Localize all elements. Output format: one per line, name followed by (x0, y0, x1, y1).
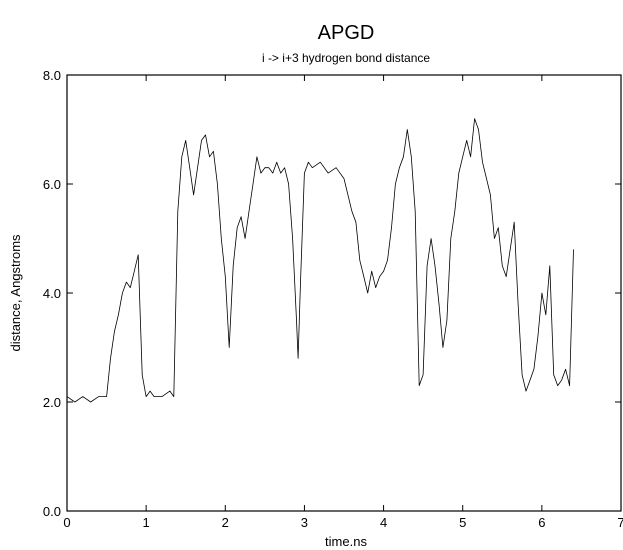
x-tick-label: 3 (301, 515, 308, 530)
x-tick-label: 0 (63, 515, 70, 530)
x-tick-label: 4 (380, 515, 387, 530)
y-tick-label: 8.0 (43, 68, 61, 83)
plot-frame (66, 74, 622, 512)
x-tick-label: 6 (538, 515, 545, 530)
tick-marks (66, 74, 622, 512)
y-tick-label: 2.0 (43, 395, 61, 410)
x-tick-label: 7 (617, 515, 623, 530)
distance-series-line (66, 118, 574, 403)
tick-labels: 0 1 2 3 4 5 6 7 0.0 2.0 4.0 6.0 8.0 (43, 68, 623, 530)
chart-subtitle: i -> i+3 hydrogen bond distance (262, 51, 430, 65)
x-axis-label: time.ns (325, 534, 367, 549)
y-tick-label: 6.0 (43, 177, 61, 192)
x-tick-label: 2 (222, 515, 229, 530)
y-tick-label: 4.0 (43, 286, 61, 301)
y-tick-label: 0.0 (43, 504, 61, 519)
x-tick-label: 5 (459, 515, 466, 530)
chart-title: APGD (318, 22, 375, 44)
y-axis-label: distance, Angstroms (8, 234, 23, 352)
x-tick-label: 1 (143, 515, 150, 530)
